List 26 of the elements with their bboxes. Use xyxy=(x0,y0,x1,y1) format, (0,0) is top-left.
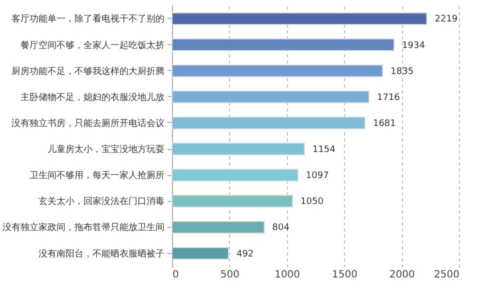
y-tick-label: 主卧储物不足，媳妇的衣服没地儿放 xyxy=(20,92,164,103)
data-label: 1716 xyxy=(376,92,400,103)
y-tick-label: 餐厅空间不够，全家人一起吃饭太挤 xyxy=(20,40,164,51)
x-tick-label: 1000 xyxy=(274,270,300,280)
data-label: 1154 xyxy=(312,145,336,156)
y-tick-label: 儿童房太小，宝宝没地方玩耍 xyxy=(48,144,164,156)
data-label: 1097 xyxy=(306,171,329,182)
data-label: 492 xyxy=(236,249,254,260)
data-label: 1050 xyxy=(300,197,324,208)
y-tick-label: 客厅功能单一，除了看电视干不了别的 xyxy=(12,14,164,25)
data-label: 1681 xyxy=(372,118,396,129)
x-tick-label: 2500 xyxy=(434,270,460,280)
x-tick-label: 0 xyxy=(172,270,179,280)
y-tick-label: 玄关太小，回家没法在门口消毒 xyxy=(38,196,164,208)
x-tick-label: 2000 xyxy=(389,270,415,280)
y-tick-label: 没有独立家政间，拖布笤帚只能放卫生间 xyxy=(2,222,164,234)
y-tick-label: 卫生间不够用，每天一家人抢厕所 xyxy=(30,170,164,182)
x-tick-label: 500 xyxy=(220,270,240,280)
y-tick-label: 没有独立书房，只能去厕所开电话会议 xyxy=(12,118,164,129)
data-label: 1934 xyxy=(402,40,426,51)
y-tick-label: 没有南阳台，不能晒衣服晒被子 xyxy=(38,248,164,260)
data-label: 2219 xyxy=(434,14,458,25)
data-label: 804 xyxy=(272,223,290,234)
data-label: 1835 xyxy=(390,66,414,77)
x-tick-label: 1500 xyxy=(332,270,358,280)
y-tick-label: 厨房功能不足，不够我这样的大厨折腾 xyxy=(12,66,164,77)
